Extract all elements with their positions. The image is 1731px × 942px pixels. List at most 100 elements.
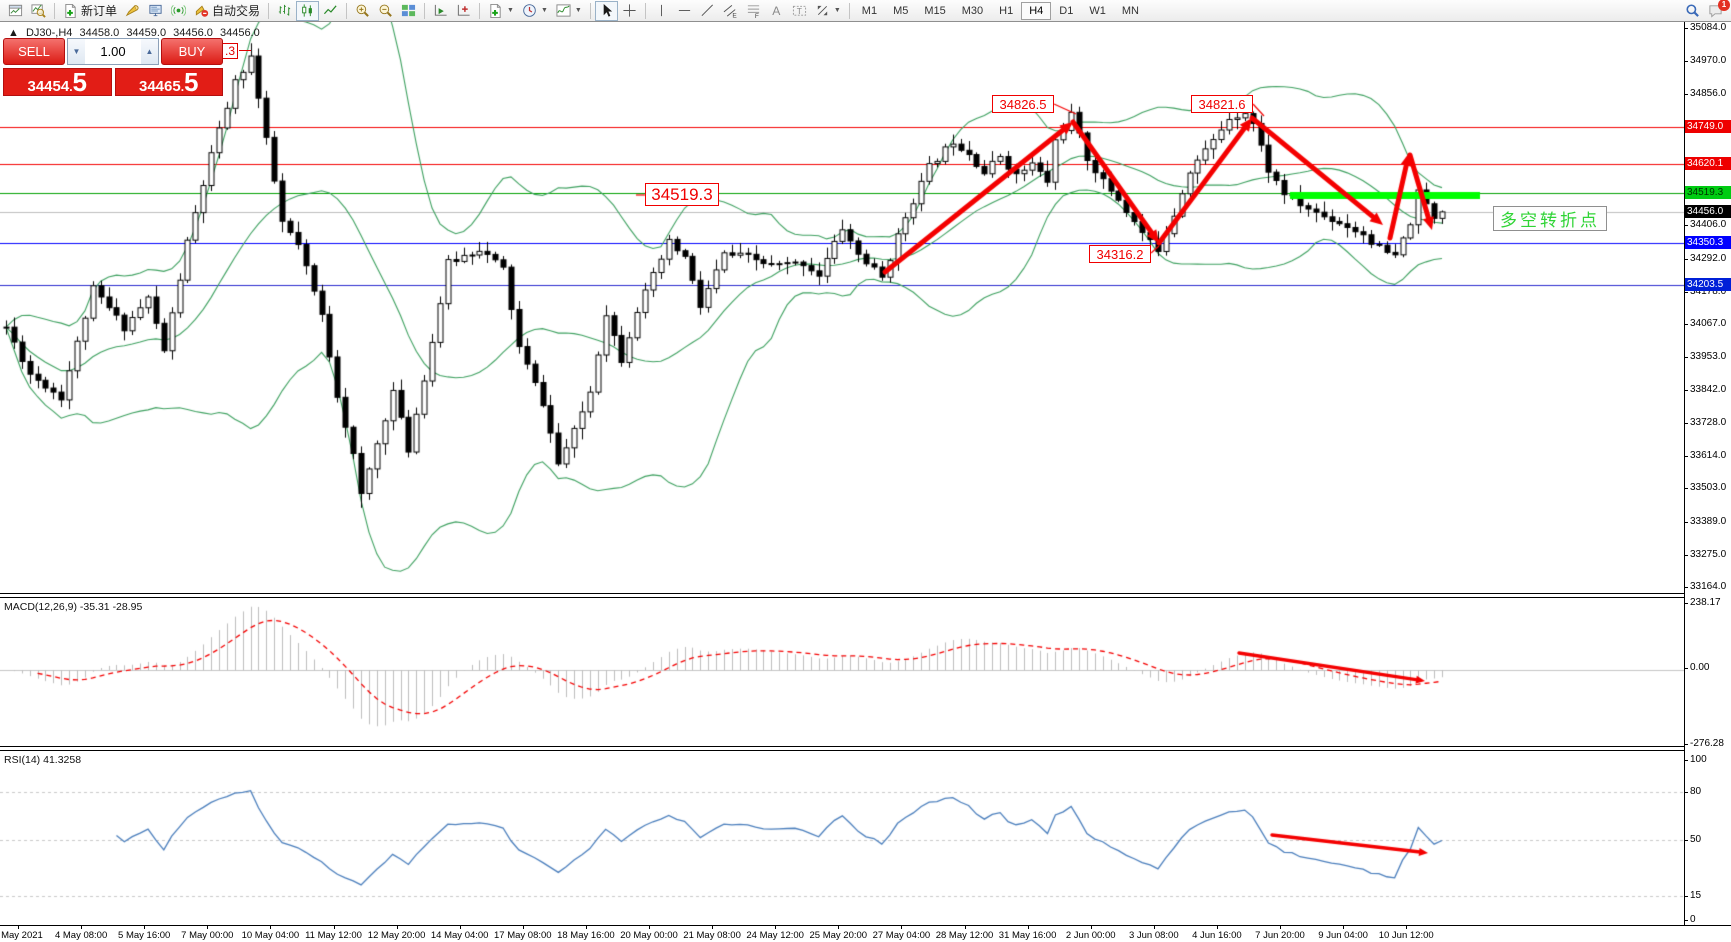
- periods-button[interactable]: ▼: [518, 1, 552, 21]
- new-order-button[interactable]: 新订单: [59, 1, 121, 21]
- price-label-tail: [239, 50, 251, 51]
- price-label-partial[interactable]: .3: [222, 43, 239, 59]
- trendline-icon: [700, 3, 715, 18]
- svg-text:A: A: [772, 4, 781, 18]
- chart-shift-button[interactable]: [452, 1, 475, 21]
- hline-icon: [677, 3, 692, 18]
- zoom-in-button[interactable]: [351, 1, 374, 21]
- time-label: 20 May 00:00: [620, 930, 678, 941]
- chat-button[interactable]: 1: [1704, 0, 1730, 21]
- line-chart-button[interactable]: [319, 1, 342, 21]
- monitor-icon: [148, 3, 163, 18]
- timeframe-mn-button[interactable]: MN: [1121, 4, 1139, 17]
- time-tick: [965, 926, 966, 929]
- fibonacci-button[interactable]: F: [742, 1, 765, 21]
- toolbar-separator: [54, 2, 55, 19]
- rsi-panel-canvas[interactable]: [0, 750, 1684, 925]
- chevron-down-icon[interactable]: ▼: [507, 7, 514, 14]
- hline-button[interactable]: [673, 1, 696, 21]
- price-callout[interactable]: 34316.2: [1089, 245, 1151, 263]
- time-tick: [460, 926, 461, 929]
- timeframe-h4-button[interactable]: H4: [1021, 1, 1052, 20]
- funnel-icon: [125, 3, 140, 18]
- zoom-out-button[interactable]: [374, 1, 397, 21]
- text-button[interactable]: A: [765, 1, 788, 21]
- price-level-badge: 34350.3: [1685, 235, 1731, 249]
- chart-title: ▲ DJ30-,H4 34458.0 34459.0 34456.0 34456…: [8, 27, 264, 39]
- data-window-button[interactable]: [144, 1, 167, 21]
- rsi-axis-tick: 15: [1684, 890, 1731, 901]
- autotrade-button-label: 自动交易: [212, 4, 261, 18]
- autotrade-button[interactable]: 自动交易: [190, 1, 264, 21]
- clock-icon: [522, 3, 537, 18]
- candle-chart-button[interactable]: [296, 0, 320, 21]
- timeframe-m5-button[interactable]: M5: [893, 4, 909, 17]
- price-level-badge: 34456.0: [1685, 204, 1731, 218]
- zoomin-icon: [355, 3, 370, 18]
- timeframe-h1-button[interactable]: H1: [999, 4, 1014, 17]
- price-tick: 33614.0: [1684, 450, 1731, 461]
- time-tick: [334, 926, 335, 929]
- tile-windows-button[interactable]: [397, 1, 420, 21]
- svg-text:E: E: [732, 13, 737, 18]
- main-chart-canvas[interactable]: [0, 22, 1684, 593]
- chevron-down-icon[interactable]: ▼: [540, 7, 548, 14]
- macd-panel-canvas[interactable]: [0, 598, 1684, 746]
- vline-button[interactable]: [650, 1, 673, 21]
- time-label: 31 May 16:00: [998, 930, 1057, 941]
- ohlc-close: 34456.0: [219, 27, 260, 39]
- bar-chart-button[interactable]: [273, 1, 296, 21]
- ohlc-open: 34458.0: [79, 27, 120, 39]
- label-button[interactable]: T: [788, 1, 811, 21]
- sell-button[interactable]: SELL: [3, 38, 65, 65]
- crosshair-button[interactable]: [618, 1, 641, 21]
- turning-point-note[interactable]: 多空转折点: [1493, 206, 1607, 231]
- buy-price[interactable]: 34465 . 5: [114, 68, 223, 96]
- chevron-down-icon[interactable]: ▼: [833, 7, 841, 14]
- timeframe-m30-button[interactable]: M30: [961, 4, 984, 17]
- time-axis[interactable]: 3 May 2021 4 May 08:00 5 May 16:00 7 May 00…: [0, 925, 1731, 942]
- time-tick: [270, 926, 271, 929]
- chevron-down-icon[interactable]: ▼: [574, 7, 582, 14]
- volume-value[interactable]: 1.00: [100, 44, 126, 59]
- channel-button[interactable]: E: [719, 1, 742, 21]
- sell-price[interactable]: 34454 . 5: [3, 68, 112, 96]
- timeframe-m1-button[interactable]: M1: [861, 4, 878, 17]
- time-label: 24 May 12:00: [746, 930, 804, 941]
- time-label: 7 May 00:00: [181, 930, 234, 941]
- crosshair-icon: [622, 3, 637, 18]
- time-label: 17 May 08:00: [494, 930, 552, 941]
- auto-scroll-button[interactable]: [429, 1, 452, 21]
- timeframe-m15-button[interactable]: M15: [924, 4, 946, 17]
- signals-button[interactable]: [167, 1, 190, 21]
- price-callout[interactable]: 34519.3: [645, 183, 719, 206]
- cursor-button[interactable]: [594, 0, 618, 21]
- volume-increase-button[interactable]: ▲: [141, 39, 158, 64]
- buy-button[interactable]: BUY: [161, 38, 223, 65]
- new-chart-button[interactable]: [4, 1, 27, 21]
- indicator-list-button[interactable]: ▼: [552, 1, 586, 21]
- search-icon: [1685, 3, 1700, 18]
- new-template-button[interactable]: ▼: [484, 1, 518, 21]
- price-tick: 34292.0: [1684, 253, 1731, 264]
- text-icon: A: [769, 3, 784, 18]
- price-callout[interactable]: 34826.5: [992, 95, 1054, 113]
- market-watch-button[interactable]: [121, 1, 144, 21]
- search-button[interactable]: [1681, 1, 1704, 21]
- volume-decrease-button[interactable]: ▼: [68, 39, 85, 64]
- panel-separator[interactable]: [0, 593, 1684, 598]
- time-tick: [1343, 926, 1344, 929]
- arrows-button[interactable]: ▼: [811, 1, 845, 21]
- toolbar-separator: [589, 2, 591, 19]
- linechart-icon: [323, 3, 338, 18]
- timeframe-w1-button[interactable]: W1: [1089, 4, 1106, 17]
- price-callout[interactable]: 34821.6: [1191, 95, 1253, 113]
- price-tick: 33164.0: [1684, 581, 1731, 592]
- time-tick: [1091, 926, 1092, 929]
- timeframe-d1-button[interactable]: D1: [1059, 4, 1074, 17]
- cursor-icon: [599, 3, 614, 18]
- profiles-button[interactable]: [27, 1, 50, 21]
- rsi-axis-tick: 0: [1684, 914, 1731, 925]
- trendline-button[interactable]: [696, 1, 719, 21]
